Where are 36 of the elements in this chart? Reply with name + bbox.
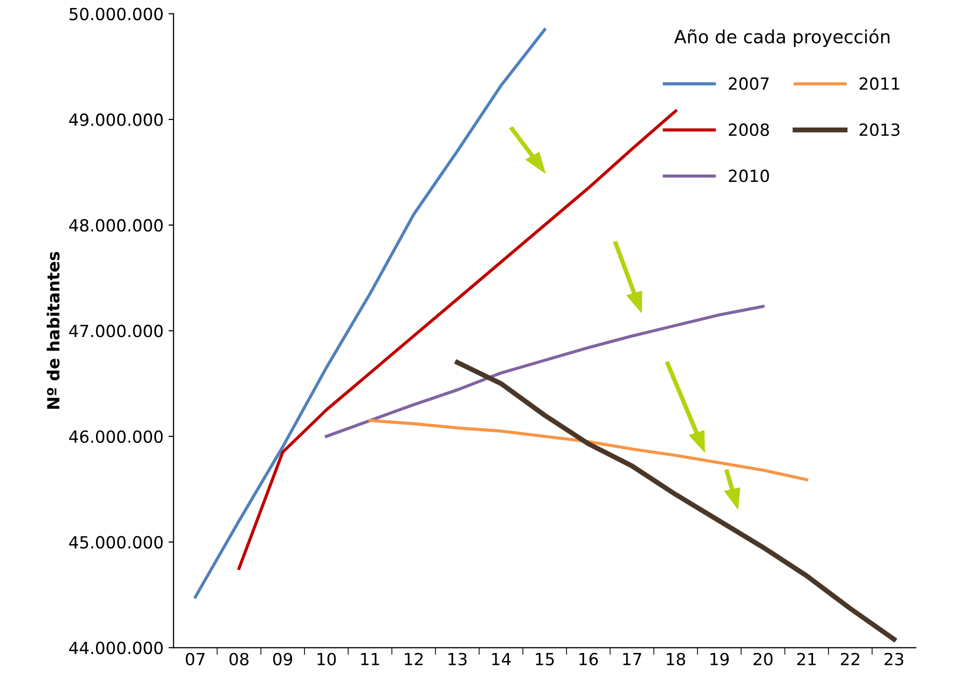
line-series	[194, 28, 546, 598]
legend-label: 2007	[728, 77, 769, 90]
x-tick-label: 09	[273, 652, 292, 666]
line-series	[368, 418, 808, 482]
x-tick-label: 08	[230, 652, 248, 666]
x-tick-label: 20	[754, 652, 772, 666]
x-tick-label: 19	[710, 652, 729, 666]
x-tick-label: 21	[797, 652, 816, 666]
y-tick-label: 45.000.000	[69, 536, 163, 549]
x-tick-label: 15	[536, 653, 554, 666]
x-tick-label: 11	[361, 653, 380, 666]
y-tick-label: 50.000.000	[70, 8, 163, 20]
y-tick-label: 44.000.000	[69, 642, 163, 654]
legend-label: 2013	[860, 123, 900, 136]
x-tick-label: 23	[884, 652, 904, 666]
x-tick-label: 10	[318, 652, 336, 666]
legend-label: 2008	[728, 123, 769, 136]
line-series	[454, 360, 896, 642]
y-axis-title: Nº de habitantes	[46, 252, 60, 409]
legend-label: 2010	[728, 170, 769, 182]
line-series	[237, 109, 678, 570]
x-tick-label: 18	[666, 652, 686, 666]
legend-title: Año de cada proyección	[674, 28, 890, 47]
y-tick-label: 48.000.000	[69, 219, 163, 232]
legend-label: 2011	[860, 77, 900, 90]
x-tick-label: 16	[580, 652, 598, 666]
x-tick-label: 22	[840, 652, 860, 666]
x-tick-label: 17	[623, 653, 642, 666]
line-series	[324, 304, 765, 438]
x-tick-label: 07	[186, 652, 205, 666]
y-tick-label: 49.000.000	[69, 113, 163, 126]
x-tick-label: 14	[492, 653, 511, 666]
x-tick-label: 13	[448, 652, 467, 666]
x-tick-label: 12	[404, 652, 423, 666]
y-tick-label: 47.000.000	[69, 324, 163, 338]
y-tick-label: 46.000.000	[69, 430, 163, 443]
